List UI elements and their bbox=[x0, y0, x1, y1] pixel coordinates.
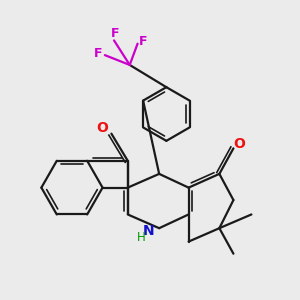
Text: O: O bbox=[96, 121, 108, 135]
Text: F: F bbox=[139, 35, 148, 48]
Text: F: F bbox=[111, 27, 120, 40]
Text: F: F bbox=[93, 47, 102, 60]
Text: H: H bbox=[137, 231, 146, 244]
Text: N: N bbox=[143, 224, 154, 239]
Text: O: O bbox=[233, 137, 245, 152]
